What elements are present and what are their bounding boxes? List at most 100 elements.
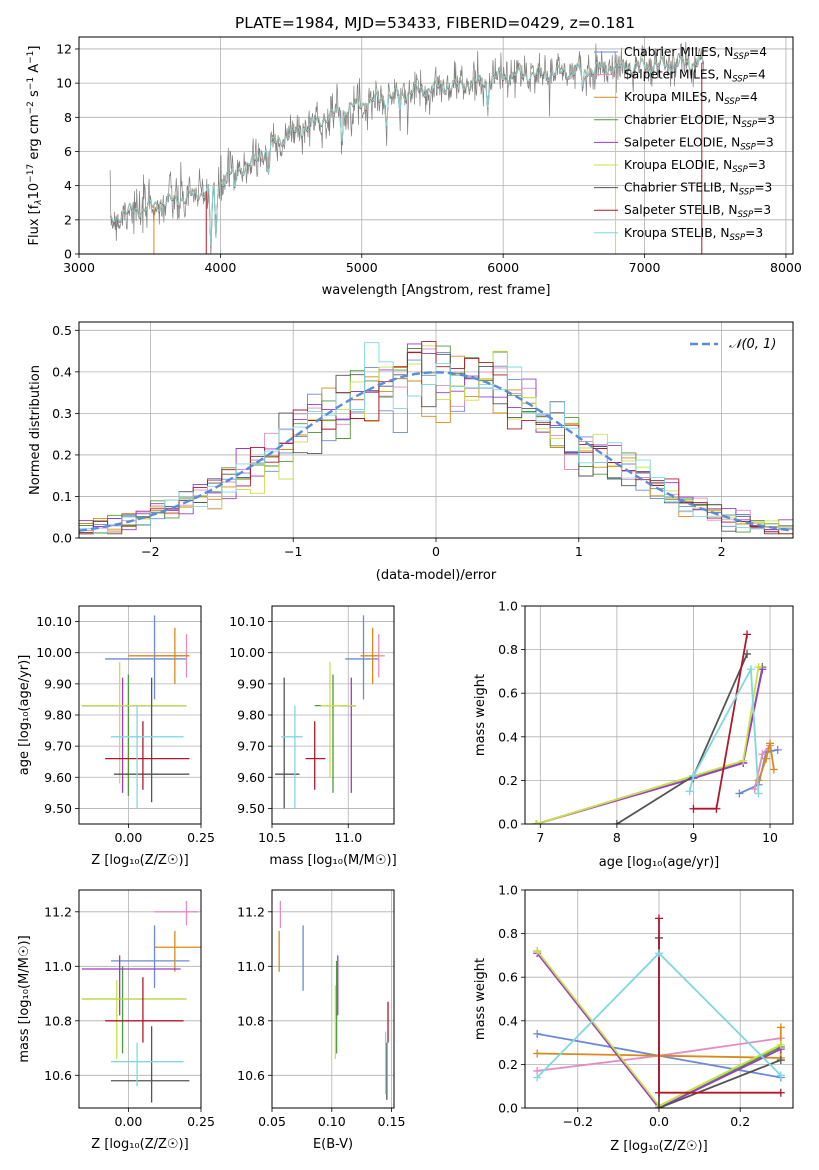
weight-plot bbox=[533, 914, 785, 1108]
errorbar-plot bbox=[81, 615, 190, 809]
weight-marker bbox=[769, 765, 778, 774]
histogram-plot bbox=[79, 341, 793, 538]
model-spectrum-line bbox=[109, 54, 705, 246]
panel-mass-vs-EBV: 0.05 0.10 0.15 10.6 10.8 11.0 11.2 E(B-V) bbox=[237, 889, 406, 1152]
axes-frame bbox=[524, 889, 794, 1109]
legend-label-part: Kroupa STELIB, N bbox=[624, 226, 730, 240]
y-tick-label: 0.0 bbox=[498, 817, 518, 832]
y-tick-label: 9.90 bbox=[44, 676, 72, 691]
y-tick-label: 0.5 bbox=[52, 323, 72, 338]
x-tick-label: 0.25 bbox=[187, 1114, 215, 1129]
weight-series-line bbox=[536, 669, 764, 824]
legend-label-part: Kroupa MILES, N bbox=[624, 90, 724, 104]
weight-marker bbox=[776, 1088, 785, 1097]
weight-marker bbox=[655, 914, 663, 923]
x-tick-label: −0.2 bbox=[563, 1114, 593, 1129]
legend-label-part: Salpeter MILES, N bbox=[624, 68, 732, 82]
legend-label-part: Salpeter ELODIE, N bbox=[624, 135, 740, 149]
x-tick-label: 0.00 bbox=[114, 830, 142, 845]
y-tick-label: 0.3 bbox=[52, 406, 72, 421]
legend-label-part: =3 bbox=[748, 158, 766, 172]
y-tick-label: 0.4 bbox=[498, 1013, 518, 1028]
x-tick-label: −1 bbox=[284, 544, 302, 559]
weight-marker bbox=[758, 750, 767, 759]
x-tick-label: −2 bbox=[141, 544, 159, 559]
axes-frame bbox=[271, 605, 395, 825]
gaussian-curve bbox=[79, 371, 793, 532]
y-axis-label: age [log₁₀(age/yr)] bbox=[17, 655, 32, 776]
legend-label-part: SSP bbox=[732, 75, 748, 85]
legend-label-part: SSP bbox=[740, 142, 756, 152]
y-axis-label: mass [log₁₀(M/M☉)] bbox=[17, 935, 32, 1062]
panel-age-vs-mass: 10.5 11.0 9.50 9.60 9.70 9.80 9.90 10.00 10.10 ma… bbox=[229, 605, 397, 868]
legend-label: 𝒩(0, 1) bbox=[729, 337, 776, 352]
legend-label-part: =3 bbox=[756, 135, 774, 149]
y-tick-label: 1.0 bbox=[498, 599, 518, 614]
y-axis-label-part: −1 bbox=[26, 77, 36, 90]
y-axis-label: Flux [fλ10−17 erg cm−2 s−1 A−1] bbox=[26, 46, 44, 246]
y-tick-label: 10.8 bbox=[237, 1013, 265, 1028]
x-axis-label: mass [log₁₀(M/M☉)] bbox=[269, 853, 396, 868]
x-tick-label: 5000 bbox=[346, 260, 378, 275]
panel-residuals: −2 −1 0 1 2 0.0 0.1 0.2 0.3 0.4 0.5 𝒩(0, 1) (data-mo… bbox=[28, 321, 794, 583]
y-tick-label: 10.00 bbox=[229, 645, 265, 660]
legend-label-part: =3 bbox=[745, 226, 763, 240]
weight-series-line bbox=[616, 653, 748, 824]
y-tick-label: 11.2 bbox=[44, 904, 72, 919]
y-tick-label: 9.80 bbox=[44, 708, 72, 723]
y-tick-label: 10.00 bbox=[36, 645, 72, 660]
x-tick-label: 7000 bbox=[629, 260, 661, 275]
y-tick-label: 1.0 bbox=[498, 883, 518, 898]
x-tick-label: 6000 bbox=[487, 260, 519, 275]
weight-marker bbox=[533, 1073, 542, 1082]
y-tick-label: 9.70 bbox=[237, 739, 265, 754]
errorbar-plot bbox=[278, 900, 389, 1100]
weight-marker bbox=[776, 1023, 785, 1032]
histogram-step bbox=[79, 341, 793, 538]
y-axis-label-part: A bbox=[27, 64, 42, 77]
y-tick-label: 9.50 bbox=[44, 801, 72, 816]
panel-weight-vs-age: 7 8 9 10 0.0 0.2 0.4 0.6 0.8 1.0 age [log₁₀(age/yr… bbox=[473, 599, 794, 870]
legend-label: Kroupa MILES, NSSP=4 bbox=[624, 90, 758, 107]
weight-marker bbox=[533, 947, 542, 956]
legend-label: Chabrier STELIB, NSSP=3 bbox=[624, 181, 772, 198]
y-tick-label: 6 bbox=[64, 144, 72, 159]
legend-label-part: Kroupa ELODIE, N bbox=[624, 158, 732, 172]
x-tick-label: 0.05 bbox=[258, 1114, 286, 1129]
y-tick-label: 0.6 bbox=[498, 970, 518, 985]
axes-frame bbox=[271, 889, 395, 1109]
legend-label: Chabrier MILES, NSSP=4 bbox=[624, 45, 767, 62]
weight-marker bbox=[773, 745, 782, 754]
observed-spectrum-line bbox=[109, 41, 705, 254]
weight-marker bbox=[685, 787, 694, 796]
y-tick-label: 11.2 bbox=[237, 904, 265, 919]
y-axis-label-part: −2 bbox=[26, 101, 36, 114]
legend-label-part: =4 bbox=[740, 90, 758, 104]
weight-marker bbox=[612, 820, 621, 824]
y-tick-label: 9.60 bbox=[237, 770, 265, 785]
y-tick-label: 12 bbox=[56, 41, 72, 56]
y-axis-label-part: 10 bbox=[27, 183, 42, 200]
y-tick-label: 10 bbox=[56, 76, 72, 91]
panel-age-vs-Z: 0.00 0.25 9.50 9.60 9.70 9.80 9.90 10.00 10.10 Z … bbox=[17, 605, 215, 868]
legend-label: Kroupa STELIB, NSSP=3 bbox=[624, 226, 763, 243]
axes-frame bbox=[78, 605, 202, 825]
axes-frame bbox=[524, 605, 794, 825]
x-axis-label: age [log₁₀(age/yr)] bbox=[599, 855, 720, 870]
y-axis-label-part: ] bbox=[27, 46, 42, 51]
y-tick-label: 11.0 bbox=[237, 959, 265, 974]
x-tick-label: 3000 bbox=[63, 260, 95, 275]
legend-label-part: SSP bbox=[741, 120, 757, 130]
weight-marker bbox=[762, 754, 771, 763]
y-tick-label: 10.10 bbox=[36, 614, 72, 629]
x-tick-label: 2 bbox=[718, 544, 726, 559]
axes-frame bbox=[78, 321, 794, 539]
x-tick-label: 0.10 bbox=[318, 1114, 346, 1129]
y-axis-label-part: −1 bbox=[26, 51, 36, 64]
x-tick-label: 10 bbox=[762, 830, 778, 845]
y-tick-label: 0.1 bbox=[52, 489, 72, 504]
y-tick-label: 0.0 bbox=[498, 1101, 518, 1116]
weight-marker bbox=[776, 1071, 785, 1080]
weight-marker bbox=[712, 804, 721, 813]
panel-mass-vs-Z: 0.00 0.25 10.6 10.8 11.0 11.2 Z [log₁₀(Z/Z☉)] m… bbox=[17, 889, 215, 1152]
